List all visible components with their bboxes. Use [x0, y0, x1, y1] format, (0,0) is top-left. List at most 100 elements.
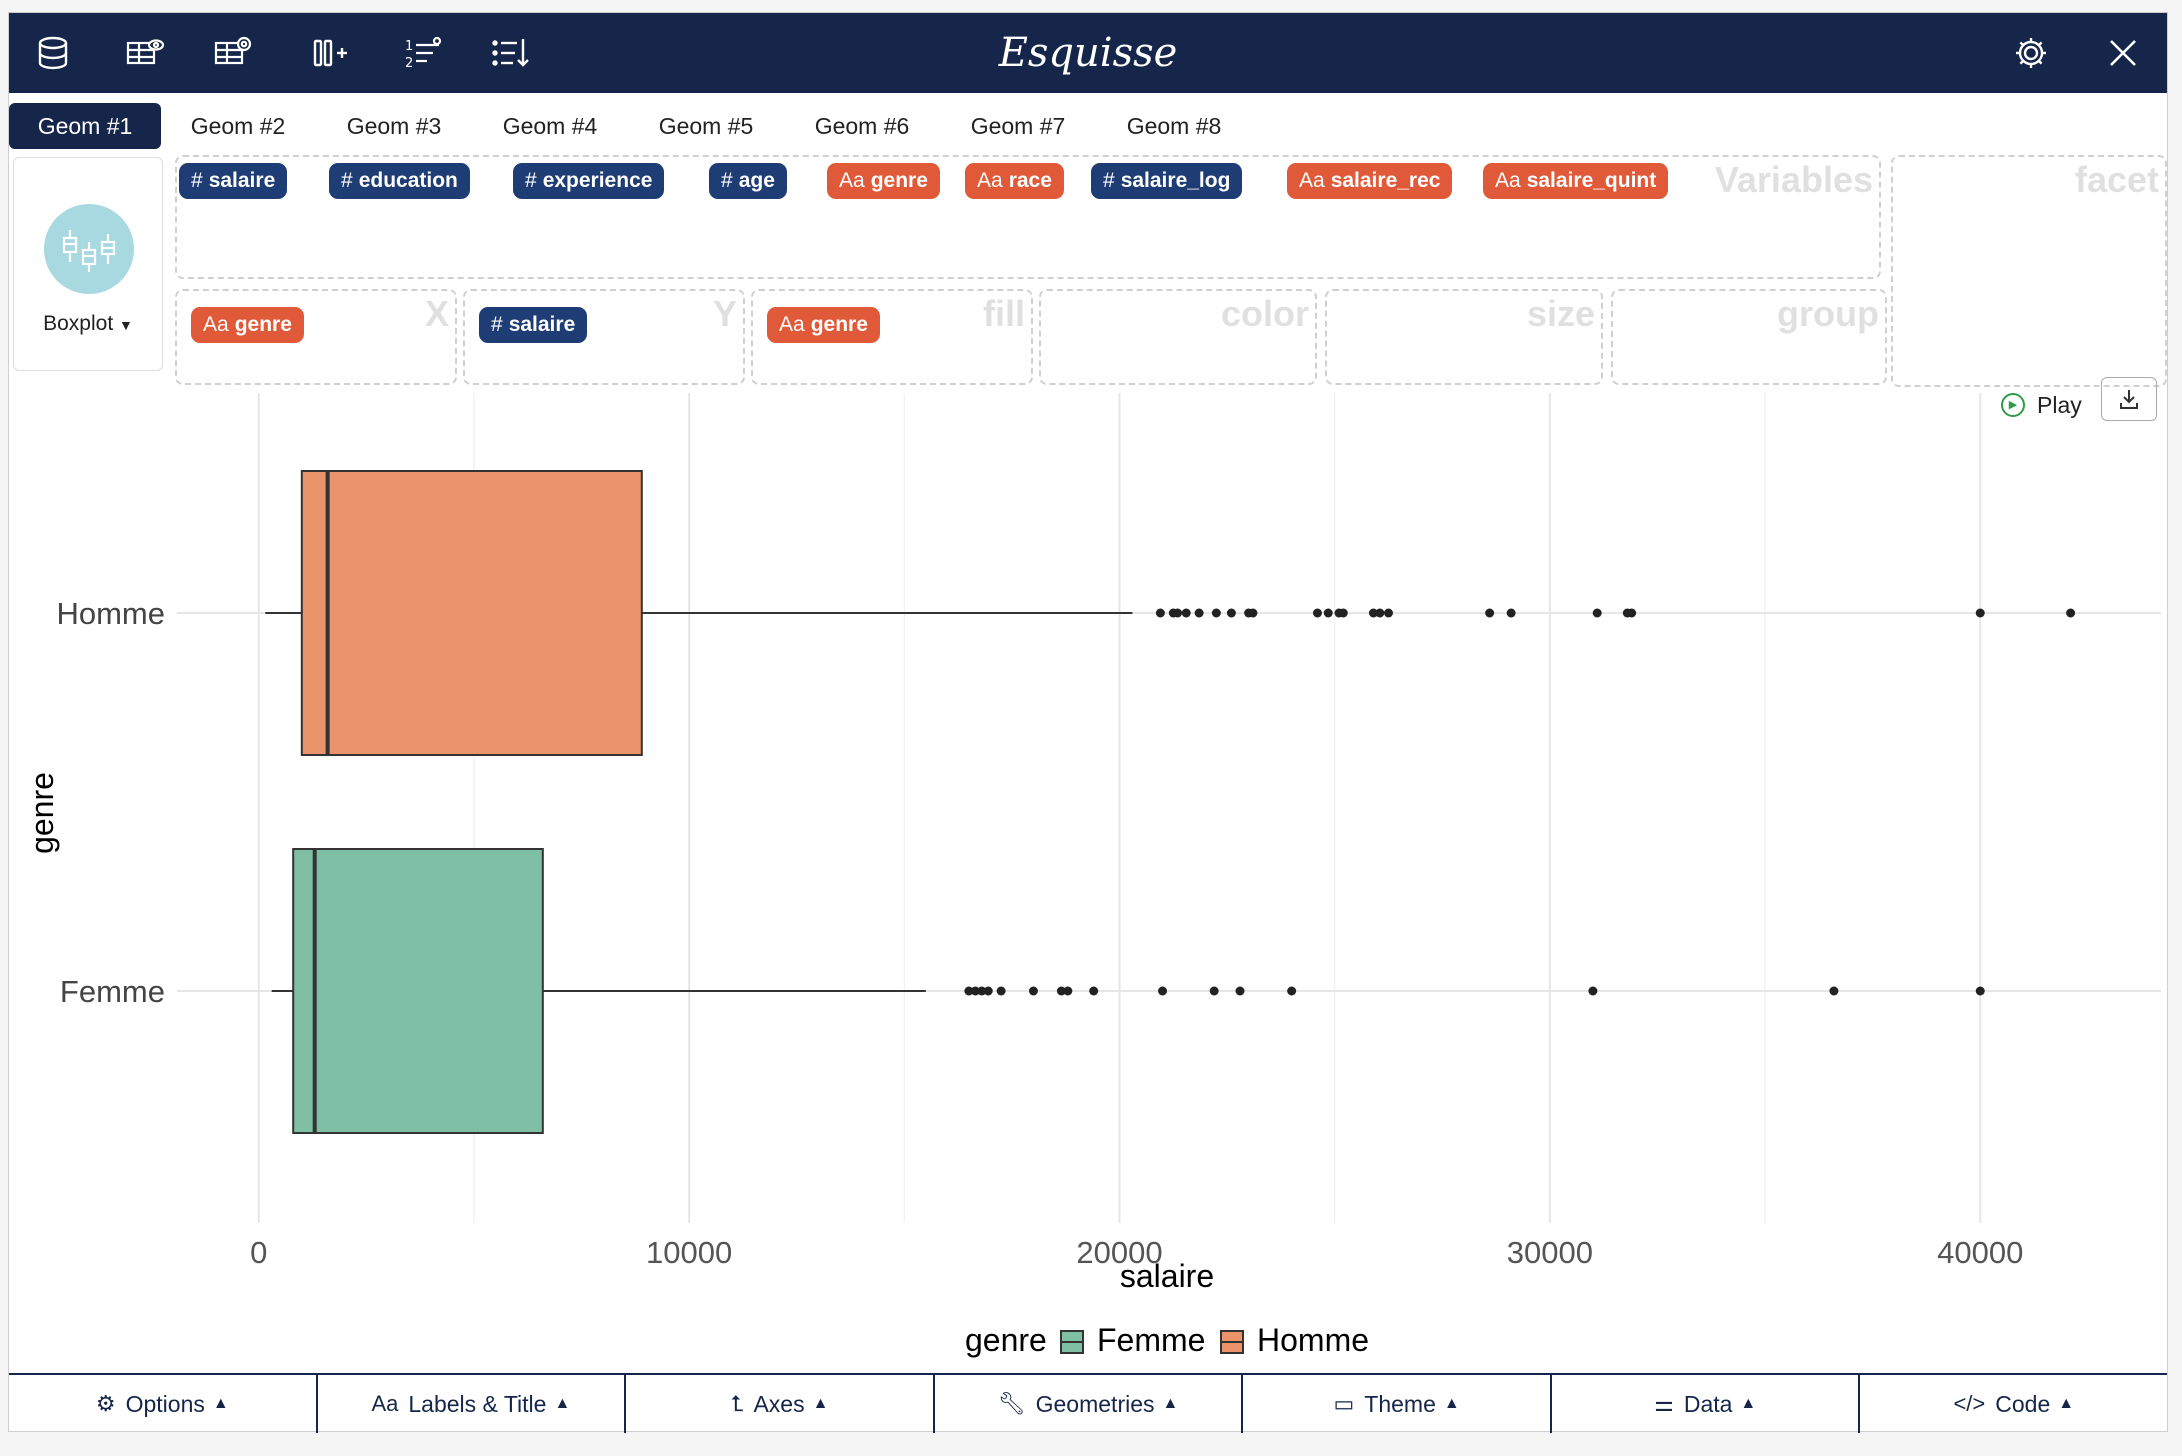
badge-label: genre	[870, 169, 928, 192]
fill-dropzone[interactable]: fill Aa genre	[751, 289, 1033, 385]
code-button[interactable]: </> Code ▲	[1860, 1375, 2167, 1433]
outlier-point	[2066, 608, 2076, 618]
outlier-point	[1155, 608, 1165, 618]
variable-badge-education[interactable]: # education	[329, 163, 470, 199]
variables-dropzone[interactable]: Variables	[175, 155, 1881, 279]
variable-badge-experience[interactable]: # experience	[513, 163, 665, 199]
settings-gear-icon[interactable]	[2009, 33, 2053, 73]
facet-zone-label: facet	[2074, 159, 2159, 200]
outlier-point	[1211, 608, 1221, 618]
outlier-point	[1158, 986, 1168, 996]
caret-up-icon: ▲	[812, 1395, 829, 1412]
axes-label: Axes	[753, 1390, 805, 1417]
play-button[interactable]: ▶ Play	[2001, 385, 2082, 425]
outlier-point	[964, 986, 974, 996]
geom-selector-label: Boxplot ▼	[14, 312, 162, 336]
group-zone-label: group	[1777, 293, 1879, 334]
theme-button[interactable]: ▭ Theme ▲	[1243, 1375, 1552, 1433]
data-label: Data	[1683, 1390, 1733, 1417]
chart-marks	[265, 470, 2076, 1134]
boxplot-icon	[44, 204, 134, 294]
x-tick-label: 40000	[1937, 1235, 2023, 1270]
fill-zone-label: fill	[983, 293, 1025, 334]
labels-icon: Aa	[371, 1391, 399, 1416]
add-column-icon[interactable]	[309, 33, 353, 73]
outlier-point	[1383, 608, 1393, 618]
tab-geom-7[interactable]: Geom #7	[970, 113, 1066, 139]
axes-button[interactable]: ⮤ Axes ▲	[626, 1375, 935, 1433]
color-dropzone[interactable]: color	[1039, 289, 1317, 385]
geometries-button[interactable]: 🔧︎ Geometries ▲	[935, 1375, 1244, 1433]
tab-geom-4[interactable]: Geom #4	[502, 113, 598, 139]
box-homme	[300, 470, 643, 756]
options-label: Options	[125, 1390, 205, 1417]
numeric-icon: #	[721, 169, 733, 192]
outlier-point	[1975, 608, 1985, 618]
outlier-point	[977, 986, 987, 996]
svg-text:2: 2	[405, 56, 413, 71]
badge-label: education	[358, 169, 458, 192]
table-settings-icon[interactable]	[211, 33, 255, 73]
variable-badge-salaire-log[interactable]: # salaire_log	[1091, 163, 1243, 199]
size-zone-label: size	[1526, 293, 1595, 334]
close-icon[interactable]	[2101, 33, 2145, 73]
geom-name: Boxplot	[43, 312, 114, 335]
size-dropzone[interactable]: size	[1325, 289, 1603, 385]
tab-geom-6[interactable]: Geom #6	[814, 113, 910, 139]
variable-badge-race[interactable]: Aa race	[965, 163, 1064, 199]
variable-badge-genre[interactable]: Aa genre	[827, 163, 940, 199]
categorical-icon: Aa	[779, 313, 805, 336]
tab-geom-8[interactable]: Geom #8	[1126, 113, 1222, 139]
fill-badge-genre[interactable]: Aa genre	[767, 307, 880, 343]
x-tick-label: 20000	[1076, 1235, 1162, 1270]
variable-badge-salaire[interactable]: # salaire	[179, 163, 288, 199]
outlier-point	[1248, 608, 1258, 618]
x-dropzone[interactable]: X Aa genre	[175, 289, 457, 385]
badge-label: salaire_rec	[1330, 169, 1441, 192]
filter-list-icon[interactable]	[489, 33, 533, 73]
tab-geom-3[interactable]: Geom #3	[346, 113, 442, 139]
tab-geom-5[interactable]: Geom #5	[658, 113, 754, 139]
outlier-point	[1194, 608, 1204, 618]
outlier-point	[1312, 608, 1322, 618]
tab-geom-1[interactable]: Geom #1	[9, 103, 161, 149]
outlier-point	[1056, 986, 1066, 996]
outlier-point	[1063, 986, 1073, 996]
outlier-point	[1028, 986, 1038, 996]
outlier-point	[1375, 608, 1385, 618]
caret-up-icon: ▲	[1740, 1395, 1757, 1412]
options-button[interactable]: ⚙ Options ▲	[9, 1375, 318, 1433]
x-badge-genre[interactable]: Aa genre	[191, 307, 304, 343]
data-button[interactable]: ⚌ Data ▲	[1552, 1375, 1861, 1433]
outlier-point	[1323, 608, 1333, 618]
legend-title: genre	[965, 1322, 1047, 1358]
download-button[interactable]	[2101, 377, 2157, 421]
y-badge-salaire[interactable]: # salaire	[479, 307, 588, 343]
group-dropzone[interactable]: group	[1611, 289, 1887, 385]
play-label: Play	[2037, 392, 2082, 418]
facet-dropzone[interactable]: facet	[1891, 155, 2167, 387]
variable-badge-salaire-rec[interactable]: Aa salaire_rec	[1287, 163, 1453, 199]
badge-label: genre	[810, 313, 868, 336]
categorical-icon: Aa	[1495, 169, 1521, 192]
wrench-icon: 🔧︎	[997, 1391, 1026, 1416]
caret-up-icon: ▲	[1443, 1395, 1460, 1412]
play-icon: ▶	[2001, 393, 2025, 417]
y-dropzone[interactable]: Y # salaire	[463, 289, 745, 385]
table-view-icon[interactable]	[123, 33, 167, 73]
outlier-point	[1181, 608, 1191, 618]
labels-title-button[interactable]: Aa Labels & Title ▲	[318, 1375, 627, 1433]
code-icon: </>	[1953, 1391, 1986, 1416]
sliders-icon: ⚌	[1654, 1391, 1674, 1416]
outlier-point	[1368, 608, 1378, 618]
labels-title-label: Labels & Title	[408, 1390, 547, 1417]
database-icon[interactable]	[31, 33, 75, 73]
outlier-point	[1592, 608, 1602, 618]
outlier-point	[1975, 986, 1985, 996]
tab-geom-2[interactable]: Geom #2	[190, 113, 286, 139]
geom-selector[interactable]: Boxplot ▼	[13, 157, 163, 371]
categorical-icon: Aa	[839, 169, 865, 192]
variable-badge-age[interactable]: # age	[709, 163, 787, 199]
variable-badge-salaire-quint[interactable]: Aa salaire_quint	[1483, 163, 1669, 199]
